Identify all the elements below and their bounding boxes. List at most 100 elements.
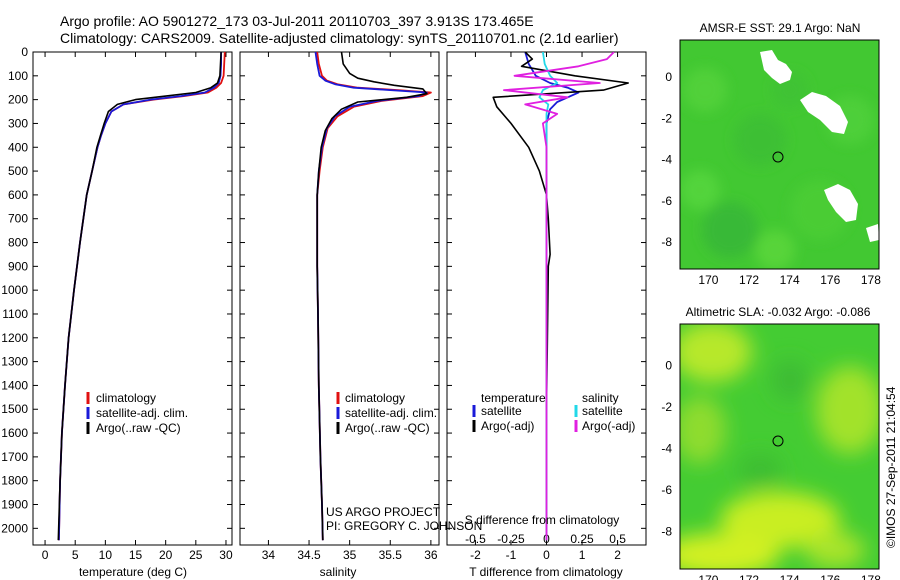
y-tick-label: 1300 bbox=[1, 355, 28, 369]
y-tick-label: 300 bbox=[8, 116, 28, 130]
y-tick-label: 1500 bbox=[1, 402, 28, 416]
s-tick-label: -0.5 bbox=[465, 532, 486, 546]
legend-title-temperature: temperature bbox=[481, 391, 546, 405]
s-tick-label: 0.5 bbox=[609, 532, 626, 546]
series-line-satellite-adj-clim- bbox=[58, 52, 223, 541]
legend-label-argo: Argo(..raw -QC) bbox=[345, 421, 430, 435]
x-tick-label: 35 bbox=[343, 548, 357, 562]
map-y-tick-label: -2 bbox=[661, 111, 672, 125]
sla-map-title: Altimetric SLA: -0.032 Argo: -0.086 bbox=[686, 305, 871, 319]
project-name: US ARGO PROJECT bbox=[326, 505, 441, 519]
series-line-salinity-argo-adj- bbox=[502, 52, 615, 541]
map-y-tick-label: -2 bbox=[661, 400, 672, 414]
series-group bbox=[314, 52, 432, 541]
map-x-tick-label: 170 bbox=[698, 573, 718, 580]
map-y-tick-label: -4 bbox=[661, 153, 672, 167]
legend-label-argo: Argo(..raw -QC) bbox=[96, 421, 181, 435]
map-x-tick-label: 174 bbox=[780, 573, 800, 580]
x-tick-label: -2 bbox=[470, 548, 481, 562]
salinity-xlabel: salinity bbox=[320, 565, 357, 579]
map-y-tick-label: 0 bbox=[665, 70, 672, 84]
x-tick-label: 34 bbox=[262, 548, 276, 562]
y-tick-label: 2000 bbox=[1, 521, 28, 535]
legend-label-s-argo: Argo(-adj) bbox=[582, 419, 635, 433]
map-x-tick-label: 176 bbox=[820, 273, 840, 287]
series-group bbox=[57, 52, 226, 541]
y-tick-label: 1400 bbox=[1, 378, 28, 392]
y-tick-label: 1200 bbox=[1, 331, 28, 345]
y-tick-label: 1100 bbox=[2, 307, 28, 321]
y-tick-label: 800 bbox=[8, 236, 28, 250]
sla-map-frame bbox=[679, 323, 880, 570]
y-tick-label: 0 bbox=[21, 45, 28, 59]
x-tick-label: 15 bbox=[129, 548, 143, 562]
map-y-tick-label: -4 bbox=[661, 442, 672, 456]
sla-float-marker bbox=[772, 435, 784, 447]
y-tick-label: 900 bbox=[8, 259, 28, 273]
map-y-tick-label: -6 bbox=[661, 194, 672, 208]
y-tick-label: 1800 bbox=[1, 474, 28, 488]
x-tick-label: 1 bbox=[579, 548, 586, 562]
legend-label-satellite: satellite-adj. clim. bbox=[96, 406, 188, 420]
sst-float-marker bbox=[772, 151, 784, 163]
y-tick-label: 1000 bbox=[1, 283, 28, 297]
y-tick-label: 700 bbox=[8, 212, 28, 226]
series-line-climatology bbox=[58, 52, 226, 541]
series-line-argo-raw-qc- bbox=[316, 52, 428, 541]
x-tick-label: -1 bbox=[506, 548, 517, 562]
x-tick-label: 5 bbox=[72, 548, 79, 562]
map-x-tick-label: 178 bbox=[861, 273, 881, 287]
series-group bbox=[492, 52, 630, 541]
legend-label-climatology: climatology bbox=[345, 391, 405, 405]
difference-legend: temperature salinity satellite Argo(-adj… bbox=[472, 391, 635, 433]
map-y-tick-label: 0 bbox=[665, 359, 672, 373]
x-tick-label: 34.5 bbox=[297, 548, 321, 562]
legend-label-climatology: climatology bbox=[96, 391, 156, 405]
y-tick-label: 100 bbox=[8, 69, 28, 83]
map-y-tick-label: -8 bbox=[661, 235, 672, 249]
imos-timestamp: ©IMOS 27-Sep-2011 21:04:54 bbox=[884, 386, 898, 548]
figure-title-line2: Climatology: CARS2009. Satellite-adjuste… bbox=[60, 30, 618, 46]
s-tick-label: 0.25 bbox=[570, 532, 594, 546]
sla-map-image bbox=[680, 324, 879, 569]
series-line-temperature-satellite bbox=[524, 52, 580, 541]
y-tick-label: 200 bbox=[8, 93, 28, 107]
difference-xlabel-top: S difference from climatology bbox=[465, 513, 620, 527]
x-tick-label: 25 bbox=[189, 548, 203, 562]
sst-map-title: AMSR-E SST: 29.1 Argo: NaN bbox=[700, 21, 861, 35]
x-tick-label: 35.5 bbox=[379, 548, 403, 562]
s-tick-label: -0.25 bbox=[497, 532, 525, 546]
x-tick-label: 30 bbox=[219, 548, 233, 562]
salinity-legend: climatology satellite-adj. clim. Argo(..… bbox=[336, 391, 437, 435]
figure-title-line1: Argo profile: AO 5901272_173 03-Jul-2011… bbox=[60, 13, 534, 29]
x-tick-label: 20 bbox=[159, 548, 173, 562]
x-tick-label: 0 bbox=[543, 548, 550, 562]
series-line-temperature-argo-adj- bbox=[492, 52, 630, 541]
legend-label-satellite: satellite-adj. clim. bbox=[345, 406, 437, 420]
difference-xlabel: T difference from climatology bbox=[469, 565, 623, 579]
y-tick-label: 1900 bbox=[1, 498, 28, 512]
map-x-tick-label: 172 bbox=[739, 573, 759, 580]
legend-title-salinity: salinity bbox=[582, 391, 619, 405]
sst-map-frame bbox=[679, 39, 880, 270]
profile-lines bbox=[57, 52, 630, 541]
map-x-tick-label: 174 bbox=[780, 273, 800, 287]
map-x-tick-label: 172 bbox=[739, 273, 759, 287]
y-tick-label: 500 bbox=[8, 164, 28, 178]
y-tick-label: 1700 bbox=[1, 450, 28, 464]
y-tick-label: 400 bbox=[8, 140, 28, 154]
project-pi: PI: GREGORY C. JOHNSON bbox=[326, 519, 482, 533]
y-tick-label: 1600 bbox=[1, 426, 28, 440]
x-tick-label: 0 bbox=[42, 548, 49, 562]
map-y-tick-label: -8 bbox=[661, 525, 672, 539]
temperature-legend: climatology satellite-adj. clim. Argo(..… bbox=[86, 391, 188, 435]
map-y-tick-label: -6 bbox=[661, 483, 672, 497]
series-line-argo-raw-qc- bbox=[57, 52, 222, 541]
series-line-climatology bbox=[316, 52, 432, 541]
map-x-tick-label: 170 bbox=[698, 273, 718, 287]
x-tick-label: 2 bbox=[614, 548, 621, 562]
series-line-satellite-adj-clim- bbox=[314, 52, 428, 541]
y-tick-label: 600 bbox=[8, 188, 28, 202]
